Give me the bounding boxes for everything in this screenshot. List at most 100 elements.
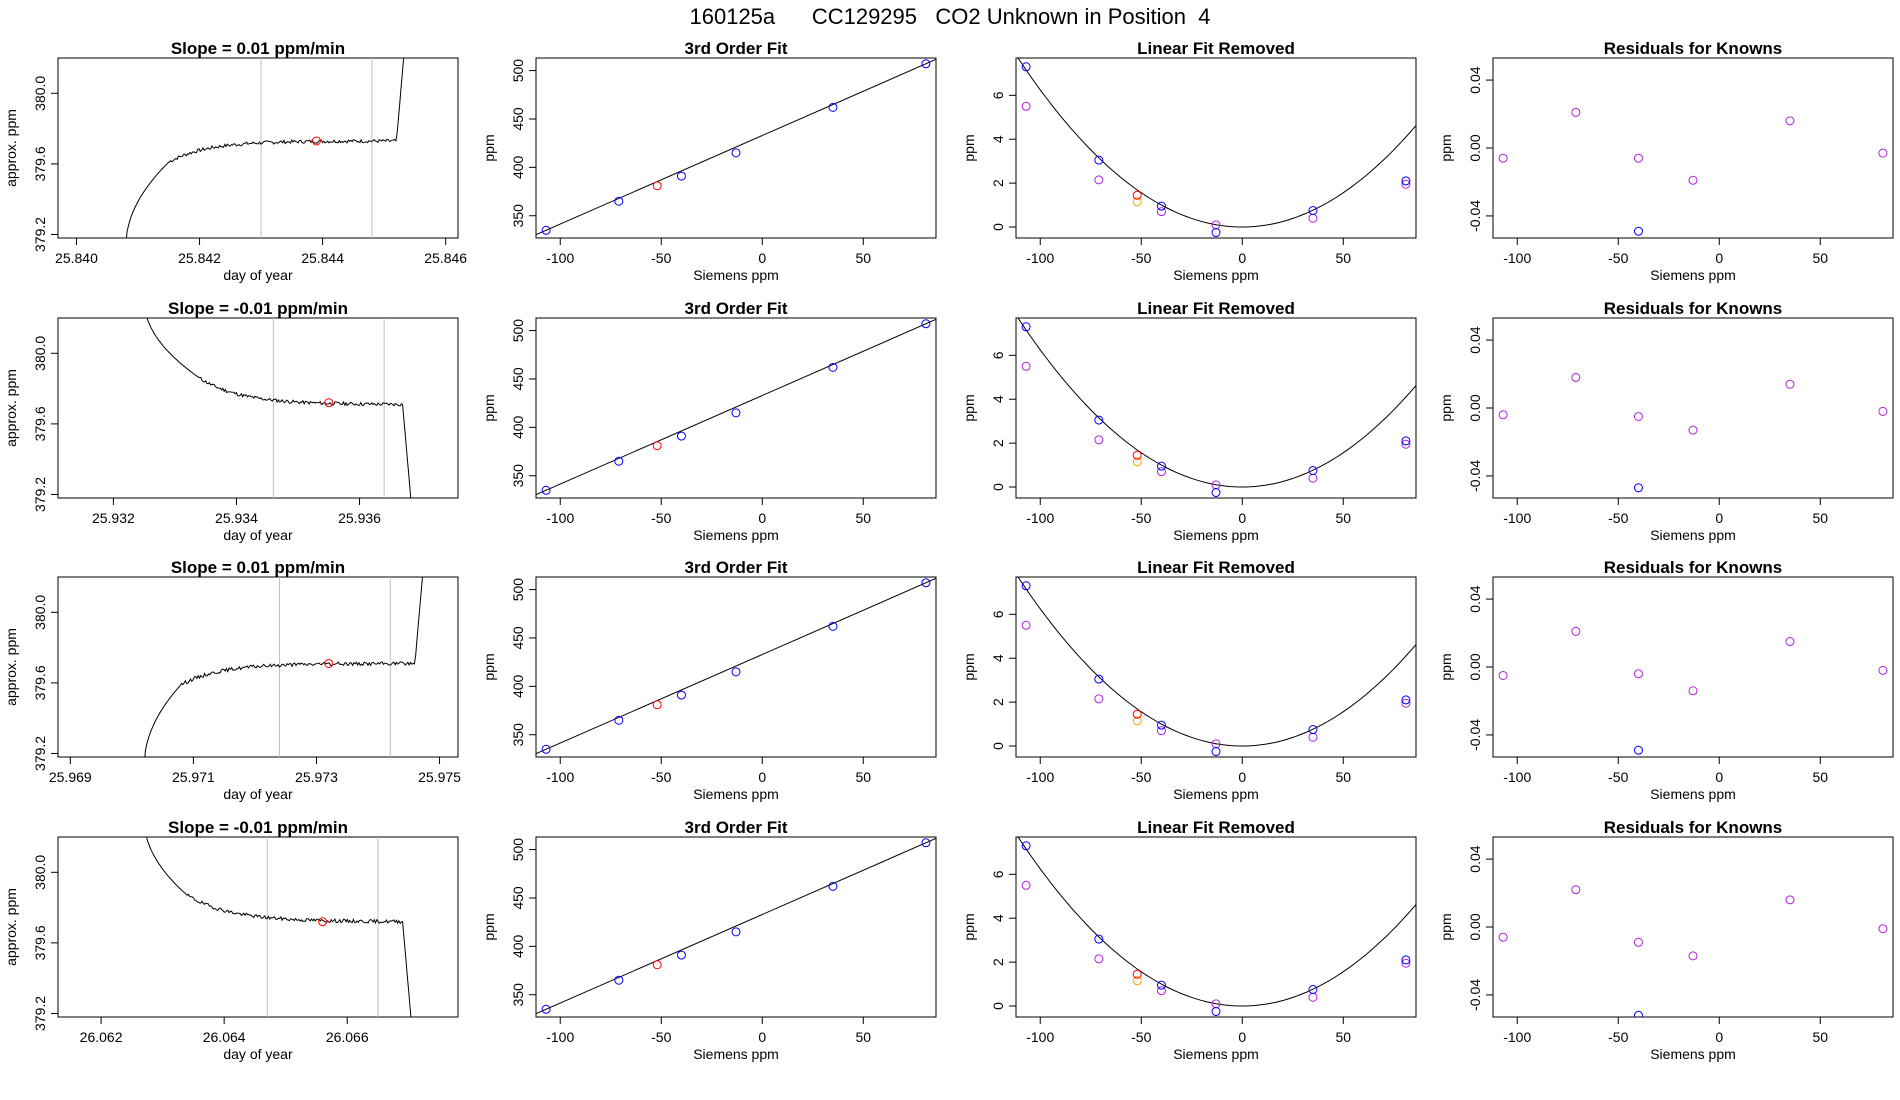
- x-axis-label: Siemens ppm: [1173, 267, 1259, 283]
- y-tick-label: 4: [990, 135, 1006, 143]
- plot-frame: [57, 317, 459, 499]
- x-tick-label: 25.842: [178, 250, 221, 266]
- residual-point: [1688, 175, 1698, 185]
- y-axis-label: ppm: [961, 394, 977, 421]
- observed-point: [1094, 435, 1104, 445]
- y-tick-label: 0: [990, 742, 1006, 750]
- plot-frame: [1492, 317, 1894, 499]
- x-tick-label: 25.975: [418, 769, 461, 785]
- unknown-observed-point: [1132, 197, 1142, 207]
- residual-point: [1878, 148, 1888, 158]
- observed-point: [1156, 986, 1166, 996]
- x-tick-label: 25.844: [301, 250, 344, 266]
- plot-area: [536, 577, 936, 755]
- x-tick-label: 0: [758, 250, 766, 266]
- panel-residuals-row-4: Residuals for Knowns Siemens ppm ppm -100 -5…: [1438, 818, 1894, 1062]
- known-standard-point: [541, 225, 551, 235]
- raw-signal-trace: [144, 577, 423, 757]
- mean-value-marker: [318, 917, 328, 927]
- known-standard-point: [731, 667, 741, 677]
- panel-title: Slope = -0.01 ppm/min: [168, 299, 348, 318]
- x-tick-label: 0: [1238, 769, 1246, 785]
- x-tick-label: 50: [1335, 510, 1351, 526]
- plot-area: [146, 318, 412, 498]
- residual-point: [1571, 107, 1581, 117]
- observed-point: [1308, 992, 1318, 1002]
- known-fit-point: [1211, 1007, 1221, 1017]
- x-axis-label: Siemens ppm: [693, 527, 779, 543]
- panel-linear-removed-row-4: Linear Fit Removed Siemens ppm ppm -100 -50 0…: [961, 818, 1417, 1062]
- y-tick-label: 0.00: [1467, 394, 1483, 421]
- residual-point: [1688, 686, 1698, 696]
- panel-raw-row-3: Slope = 0.01 ppm/min day of year approx. p…: [3, 558, 461, 802]
- plot-area: [1498, 107, 1888, 236]
- y-tick-label: 0.00: [1467, 913, 1483, 940]
- fit-curve: [536, 837, 936, 1015]
- known-standard-point: [731, 927, 741, 937]
- y-tick-label: 379.2: [32, 996, 48, 1031]
- panel-title: Slope = 0.01 ppm/min: [171, 558, 345, 577]
- unknown-sample-point: [652, 441, 662, 451]
- x-tick-label: -50: [1131, 1029, 1151, 1045]
- residual-point: [1878, 924, 1888, 934]
- observed-point: [1021, 101, 1031, 111]
- x-tick-label: -100: [1026, 250, 1054, 266]
- residual-outlier-point: [1633, 483, 1643, 493]
- x-axis-label: day of year: [223, 1046, 293, 1062]
- known-standard-point: [828, 362, 838, 372]
- y-tick-label: 350: [510, 723, 526, 747]
- known-fit-point: [1211, 228, 1221, 238]
- y-tick-label: 0: [990, 223, 1006, 231]
- y-axis-label: ppm: [481, 134, 497, 161]
- x-tick-label: -100: [546, 1029, 574, 1045]
- mean-value-marker: [311, 136, 321, 146]
- unknown-fit-point: [1132, 969, 1142, 979]
- x-tick-label: 50: [1335, 1029, 1351, 1045]
- x-tick-label: 50: [1335, 769, 1351, 785]
- x-axis-label: Siemens ppm: [1650, 1046, 1736, 1062]
- panel-title: Linear Fit Removed: [1137, 818, 1295, 837]
- mean-value-marker: [324, 658, 334, 668]
- x-tick-label: -50: [1608, 510, 1628, 526]
- unknown-sample-point: [652, 181, 662, 191]
- known-fit-point: [1094, 674, 1104, 684]
- y-tick-label: 500: [510, 319, 526, 343]
- x-tick-label: 0: [1238, 1029, 1246, 1045]
- y-tick-label: 400: [510, 415, 526, 439]
- y-tick-label: 4: [990, 654, 1006, 662]
- known-fit-point: [1021, 841, 1031, 851]
- y-axis-label: ppm: [1438, 913, 1454, 940]
- plot-area: [536, 318, 936, 496]
- residual-outlier-point: [1633, 745, 1643, 755]
- residual-point: [1571, 885, 1581, 895]
- y-axis-label: ppm: [961, 134, 977, 161]
- residual-point: [1785, 895, 1795, 905]
- x-tick-label: -50: [1608, 769, 1628, 785]
- x-tick-label: 26.066: [326, 1029, 369, 1045]
- plot-frame: [1015, 57, 1417, 239]
- x-tick-label: 25.973: [295, 769, 338, 785]
- y-tick-label: 400: [510, 674, 526, 698]
- plot-area: [1017, 577, 1416, 757]
- panel-title: Residuals for Knowns: [1604, 299, 1783, 318]
- y-axis-label: approx. ppm: [3, 628, 19, 706]
- observed-point: [1021, 361, 1031, 371]
- y-tick-label: 450: [510, 626, 526, 650]
- x-axis-label: Siemens ppm: [1650, 527, 1736, 543]
- plot-area: [1017, 318, 1416, 498]
- panel-title: Linear Fit Removed: [1137, 558, 1295, 577]
- plot-area: [1017, 58, 1416, 238]
- x-tick-label: 0: [1238, 250, 1246, 266]
- y-tick-label: 4: [990, 914, 1006, 922]
- x-axis-label: day of year: [223, 786, 293, 802]
- y-tick-label: 0.04: [1467, 585, 1483, 612]
- x-tick-label: -50: [1131, 250, 1151, 266]
- x-tick-label: 50: [1335, 250, 1351, 266]
- known-fit-point: [1401, 955, 1411, 965]
- y-tick-label: 0: [990, 1002, 1006, 1010]
- x-tick-label: -100: [1026, 510, 1054, 526]
- y-tick-label: 6: [990, 351, 1006, 359]
- panel-title: 3rd Order Fit: [685, 558, 788, 577]
- panel-linear-removed-row-1: Linear Fit Removed Siemens ppm ppm -100 -50 0…: [961, 39, 1417, 283]
- panel-fit-row-2: 3rd Order Fit Siemens ppm ppm -100 -50 0 50 350…: [481, 299, 937, 543]
